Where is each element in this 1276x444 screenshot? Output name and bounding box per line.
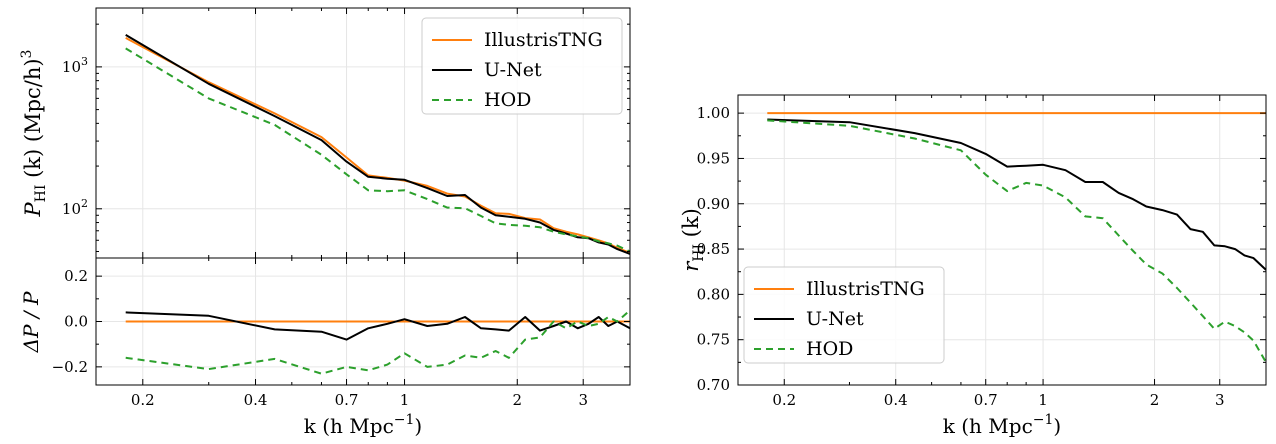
- legend-right: IllustrisTNG U-Net HOD: [743, 266, 945, 364]
- x-tick-label: 0.7: [974, 391, 998, 409]
- series-group: [125, 309, 630, 375]
- x-tick-label: 0.2: [772, 391, 796, 409]
- right-panel: 0.2 0.4 0.7 1 2 3 1.00 0.95 0.90 0.85 0.80 0.75 0.70: [697, 94, 1267, 409]
- legend-box: [421, 17, 623, 115]
- x-axis-label-right: k (h Mpc−1): [943, 412, 1061, 438]
- legend-label-unet: U-Net: [806, 308, 864, 330]
- y-tick-label: 0.70: [697, 376, 730, 394]
- legend-left: IllustrisTNG U-Net HOD: [421, 17, 623, 115]
- legend-box: [743, 266, 945, 364]
- series-line-unet: [767, 118, 1266, 271]
- y-tick-label: 0.95: [697, 149, 730, 167]
- y-axis-label-power: PHI (k) (Mpc/h)3: [19, 50, 49, 218]
- series-group: [125, 34, 630, 255]
- x-tick-label: 0.2: [131, 391, 155, 409]
- legend-label-hod: HOD: [484, 89, 531, 111]
- y-tick-label: 0.85: [697, 240, 730, 258]
- series-line-hod: [125, 309, 630, 375]
- legend-label-unet: U-Net: [484, 59, 542, 81]
- series-line-unet: [125, 34, 630, 255]
- y-axis-label-correlation: rHI (k): [679, 208, 707, 272]
- plot-frame: [737, 94, 1267, 386]
- x-tick-label: 1: [400, 391, 410, 409]
- y-tick-label: −0.2: [52, 358, 88, 376]
- y-axis-label-ratio: ΔP / P: [19, 291, 43, 353]
- legend-label-tng: IllustrisTNG: [484, 29, 603, 51]
- y-tick-label: 1.00: [697, 104, 730, 122]
- series-line-hod: [125, 47, 630, 253]
- y-tick-label: 0.2: [64, 267, 88, 285]
- y-tick-label: 102: [62, 197, 88, 218]
- legend-label-tng: IllustrisTNG: [806, 278, 925, 300]
- x-axis-label-left: k (h Mpc−1): [304, 412, 422, 438]
- x-tick-label: 3: [578, 391, 588, 409]
- series-line-unet: [125, 311, 630, 341]
- x-tick-label: 2: [1150, 391, 1160, 409]
- x-tick-label: 2: [512, 391, 522, 409]
- y-tick-label: 0.80: [697, 285, 730, 303]
- x-tick-label: 0.7: [335, 391, 359, 409]
- legend-label-hod: HOD: [806, 338, 853, 360]
- x-tick-label: 3: [1215, 391, 1225, 409]
- x-tick-label: 0.4: [244, 391, 268, 409]
- x-tick-label: 1: [1038, 391, 1048, 409]
- y-tick-label: 0.75: [697, 331, 730, 349]
- y-tick-label: 0.0: [64, 313, 88, 331]
- series-line-illustristng: [125, 37, 630, 254]
- left-bottom-panel: 0.2 0.4 0.7 1 2 3 0.2 0.0 −0.2: [52, 257, 631, 409]
- series-line-hod: [767, 119, 1266, 363]
- y-tick-label: 103: [62, 55, 88, 76]
- y-tick-label: 0.90: [697, 195, 730, 213]
- series-group: [767, 112, 1266, 363]
- x-tick-label: 0.4: [884, 391, 908, 409]
